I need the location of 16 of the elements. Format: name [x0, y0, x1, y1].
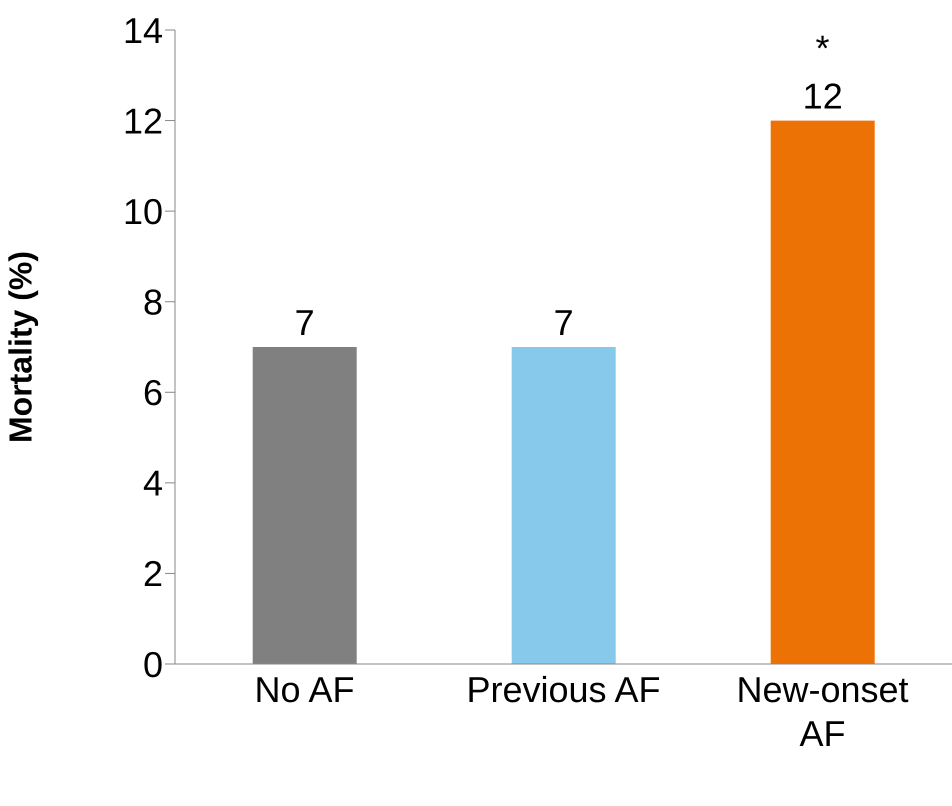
x-tick-label: New-onset AF: [736, 669, 909, 754]
annotation: *: [815, 28, 830, 69]
y-tick-label: 4: [142, 462, 163, 504]
y-tick-label: 10: [122, 190, 163, 232]
y-tick-label: 0: [142, 644, 163, 685]
y-tick-label: 12: [122, 100, 163, 142]
y-axis-title: Mortality (%): [2, 251, 38, 443]
data-label: 7: [554, 302, 574, 343]
x-tick-label: No AF: [254, 669, 355, 710]
y-tick-label: 2: [142, 553, 163, 594]
y-tick-label: 6: [142, 372, 163, 414]
x-tick-label: Previous AF: [466, 669, 661, 710]
data-label: 7: [294, 302, 315, 343]
y-tick-label: 14: [122, 10, 163, 51]
data-label: 12: [802, 76, 843, 117]
y-tick-label: 8: [142, 281, 163, 322]
